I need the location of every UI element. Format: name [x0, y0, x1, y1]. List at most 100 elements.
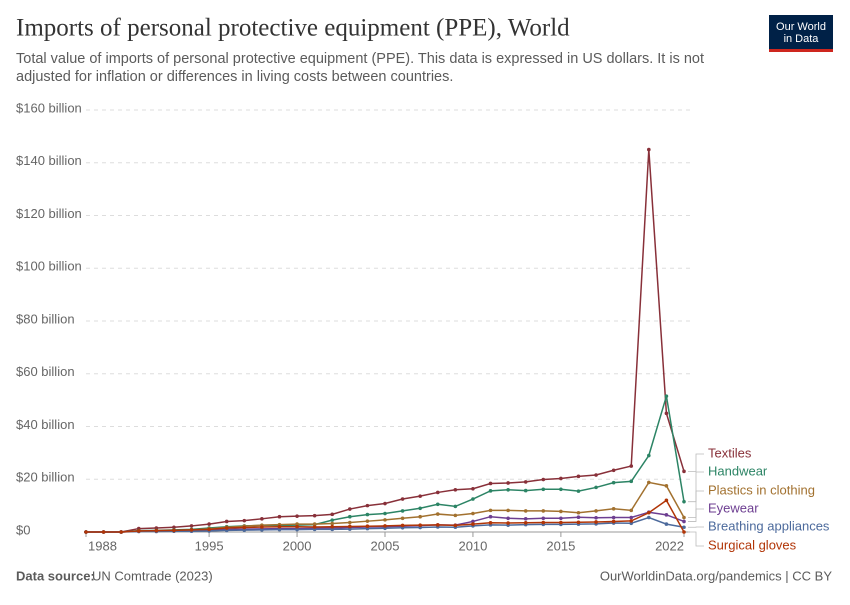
point	[348, 507, 352, 511]
y-tick-label: $40 billion	[16, 417, 75, 432]
point	[418, 494, 422, 498]
point	[577, 515, 581, 519]
point	[295, 514, 299, 518]
point	[524, 517, 528, 521]
point	[137, 529, 141, 533]
point	[541, 521, 545, 525]
point	[559, 487, 563, 491]
point	[647, 481, 651, 485]
point	[594, 473, 598, 477]
point	[647, 511, 651, 515]
point	[541, 487, 545, 491]
point	[665, 394, 669, 398]
legend-label: Handwear	[708, 463, 768, 478]
point	[454, 488, 458, 492]
point	[682, 470, 686, 474]
point	[418, 506, 422, 510]
y-tick-label: $160 billion	[16, 100, 82, 115]
y-tick-label: $80 billion	[16, 311, 75, 326]
point	[454, 524, 458, 528]
point	[348, 515, 352, 519]
point	[348, 521, 352, 525]
point	[207, 522, 211, 526]
legend-label: Surgical gloves	[708, 537, 797, 552]
point	[489, 509, 493, 513]
x-tick-label: 1995	[195, 538, 224, 553]
point	[436, 523, 440, 527]
point	[594, 486, 598, 490]
x-tick-label: 2010	[458, 538, 487, 553]
point	[436, 512, 440, 516]
point	[577, 489, 581, 493]
point	[524, 480, 528, 484]
point	[401, 509, 405, 513]
point	[541, 509, 545, 513]
point	[682, 500, 686, 504]
point	[330, 522, 334, 526]
point	[647, 454, 651, 458]
label-connector	[688, 532, 704, 546]
point	[225, 526, 229, 530]
point	[541, 516, 545, 520]
logo-bar	[769, 49, 833, 52]
point	[612, 520, 616, 524]
point	[506, 481, 510, 485]
point	[506, 521, 510, 525]
point	[119, 530, 123, 534]
point	[155, 529, 159, 533]
point	[682, 516, 686, 520]
legend-label: Eyewear	[708, 500, 759, 515]
point	[541, 478, 545, 482]
point	[313, 525, 317, 529]
point	[594, 520, 598, 524]
y-tick-label: $120 billion	[16, 206, 82, 221]
point	[471, 512, 475, 516]
point	[225, 520, 229, 524]
point	[348, 525, 352, 529]
source-label: Data source:	[16, 568, 95, 583]
logo-text: in Data	[784, 33, 820, 45]
source: UN Comtrade (2023)	[92, 568, 213, 583]
y-tick-label: $140 billion	[16, 153, 82, 168]
y-tick-label: $20 billion	[16, 470, 75, 485]
point	[278, 525, 282, 529]
point	[665, 513, 669, 517]
point	[436, 503, 440, 507]
y-tick-label: $60 billion	[16, 364, 75, 379]
point	[559, 516, 563, 520]
point	[665, 499, 669, 503]
point	[629, 509, 633, 513]
point	[665, 484, 669, 488]
point	[489, 489, 493, 493]
point	[330, 525, 334, 529]
point	[366, 504, 370, 508]
point	[506, 516, 510, 520]
point	[366, 513, 370, 517]
point	[524, 509, 528, 513]
point	[102, 530, 106, 534]
point	[612, 507, 616, 511]
point	[436, 491, 440, 495]
series-line	[86, 150, 684, 532]
x-tick-label: 2005	[371, 538, 400, 553]
point	[330, 518, 334, 522]
point	[401, 516, 405, 520]
point	[260, 525, 264, 529]
legend-label: Plastics in clothing	[708, 482, 815, 497]
point	[682, 530, 686, 534]
point	[190, 524, 194, 528]
point	[489, 521, 493, 525]
point	[524, 521, 528, 525]
point	[559, 510, 563, 514]
logo-text: Our World	[776, 21, 826, 33]
point	[383, 512, 387, 516]
point	[295, 525, 299, 529]
point	[629, 480, 633, 484]
credit: OurWorldinData.org/pandemics | CC BY	[600, 568, 833, 583]
legend-label: Textiles	[708, 445, 752, 460]
x-tick-label: 2022	[655, 538, 684, 553]
point	[524, 489, 528, 493]
chart-title: Imports of personal protective equipment…	[16, 15, 570, 42]
point	[647, 516, 651, 520]
